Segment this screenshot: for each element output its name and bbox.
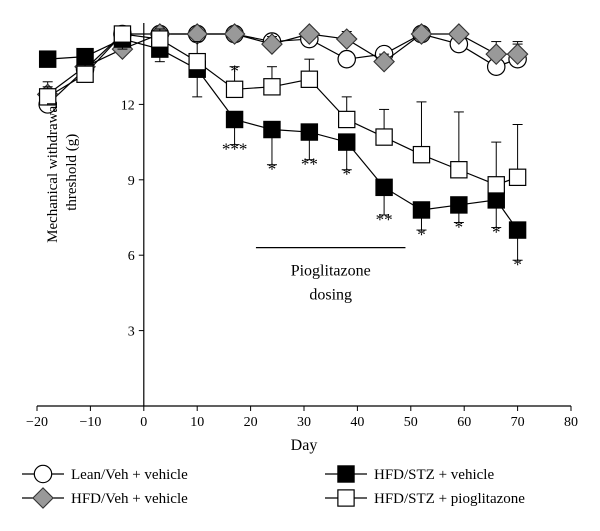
series-line <box>47 38 519 231</box>
data-point <box>508 168 527 187</box>
data-point <box>38 88 57 106</box>
data-point <box>412 201 431 219</box>
data-point <box>298 23 321 45</box>
data-point <box>338 133 356 151</box>
data-point <box>485 43 508 65</box>
y-axis-label-line: threshold (g) <box>64 134 80 211</box>
legend-marker <box>33 464 53 484</box>
x-tick-label: −20 <box>26 415 48 430</box>
data-point <box>335 28 358 50</box>
y-tick-label: 3 <box>128 325 135 340</box>
significance-marker: ** <box>301 155 318 174</box>
significance-marker: * <box>342 165 351 184</box>
legend-label: HFD/STZ + vehicle <box>374 467 494 483</box>
data-point <box>450 161 468 179</box>
significance-marker: * <box>417 225 426 244</box>
data-point <box>263 78 281 96</box>
significance-marker: * <box>455 218 464 237</box>
x-tick-label: 40 <box>350 415 364 430</box>
data-point <box>487 191 505 209</box>
legend: Lean/Veh + vehicle HFD/Veh + vehicle HFD/S… <box>22 464 525 509</box>
data-point <box>375 128 393 146</box>
x-tick-label: 10 <box>190 415 204 430</box>
data-point <box>410 23 433 45</box>
significance-marker: * <box>268 160 277 179</box>
legend-marker <box>32 487 54 509</box>
annotation-layer: Pioglitazone dosing <box>255 247 406 304</box>
data-point <box>225 80 244 99</box>
dosing-label-line2: dosing <box>309 287 352 304</box>
legend-item: HFD/STZ + pioglitazone <box>325 489 525 507</box>
data-point <box>38 50 57 68</box>
series-line <box>47 33 518 186</box>
x-tick-label: 20 <box>244 415 258 430</box>
legend-label: HFD/STZ + pioglitazone <box>374 491 525 507</box>
significance-marker: * <box>230 62 239 81</box>
data-point <box>188 52 206 71</box>
data-point <box>375 178 393 197</box>
data-point <box>225 110 244 129</box>
significance-marker: * <box>513 255 522 274</box>
data-point <box>300 123 319 141</box>
y-axis-label-line: Mechanical withdrawal <box>45 102 61 243</box>
series-hfd-veh-vehicle <box>36 23 529 106</box>
data-point <box>448 23 470 45</box>
legend-marker <box>337 465 355 483</box>
data-point <box>508 221 527 239</box>
x-tick-label: 50 <box>404 415 418 430</box>
significance-layer: ***** ****** * ** <box>222 62 522 275</box>
data-point <box>76 65 94 83</box>
y-axis-label: Mechanical withdrawal threshold (g) <box>45 102 80 243</box>
data-point <box>113 25 132 43</box>
series-hfd-stz-vehicle <box>38 30 527 261</box>
series-hfd-stz-pioglitazone <box>38 25 527 194</box>
data-point <box>506 43 529 65</box>
axes: −20 −10 0 10 20 30 40 50 60 70 80 3 6 9 12 <box>26 23 578 430</box>
data-point <box>151 30 169 48</box>
data-point <box>487 176 505 194</box>
series-layer <box>36 23 529 261</box>
x-axis-label: Day <box>291 437 318 454</box>
data-point <box>261 33 283 55</box>
legend-item: Lean/Veh + vehicle <box>22 464 188 484</box>
x-tick-label: 0 <box>140 415 147 430</box>
data-point <box>263 120 281 139</box>
data-point <box>337 49 357 69</box>
legend-marker <box>337 489 355 507</box>
x-tick-label: 60 <box>457 415 471 430</box>
legend-item: HFD/Veh + vehicle <box>22 487 188 509</box>
x-tick-label: 30 <box>297 415 311 430</box>
legend-label: Lean/Veh + vehicle <box>71 467 188 483</box>
x-tick-label: 80 <box>564 415 578 430</box>
dosing-label-line1: Pioglitazone <box>291 263 371 280</box>
legend-label: HFD/Veh + vehicle <box>71 491 188 507</box>
data-point <box>373 50 395 73</box>
y-tick-label: 12 <box>121 98 135 113</box>
significance-marker: ** <box>376 210 393 229</box>
data-point <box>300 70 319 88</box>
y-tick-label: 9 <box>128 174 135 189</box>
significance-marker: *** <box>222 140 248 159</box>
significance-marker: * <box>492 223 501 242</box>
data-point <box>412 145 431 164</box>
x-tick-label: −10 <box>79 415 101 430</box>
data-point <box>338 110 356 129</box>
x-tick-label: 70 <box>511 415 525 430</box>
y-tick-label: 6 <box>128 249 135 264</box>
legend-item: HFD/STZ + vehicle <box>325 465 494 483</box>
data-point <box>223 23 246 45</box>
data-point <box>450 196 468 214</box>
